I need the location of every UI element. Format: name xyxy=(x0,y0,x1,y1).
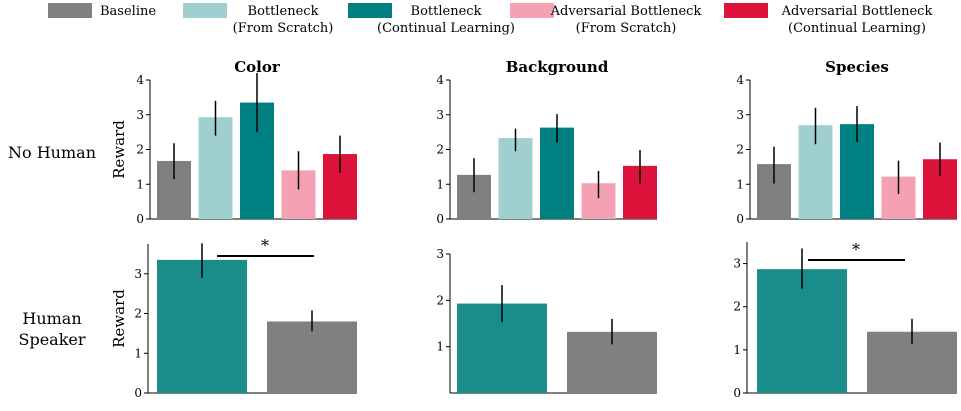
bar xyxy=(498,138,533,219)
row-label-speaker: Speaker xyxy=(18,330,85,349)
y-tick-label: 0 xyxy=(436,212,444,226)
chart-panel: 0 1 2 3 4 Color Reward xyxy=(110,58,357,226)
legend-label: Baseline xyxy=(100,4,156,19)
chart-panel: 1 2 3 xyxy=(436,247,657,394)
row-label-no-human: No Human xyxy=(8,143,96,162)
row-label-human: Human xyxy=(22,309,81,328)
legend-label-line2: (From Scratch) xyxy=(576,21,677,36)
y-tick-label: 4 xyxy=(136,73,144,87)
y-tick-label: 1 xyxy=(136,177,144,191)
y-tick-label: 2 xyxy=(733,300,741,314)
legend-label-line2: (From Scratch) xyxy=(233,21,334,36)
legend-swatch xyxy=(724,3,768,18)
chart-panel: 0 1 2 3 4 Background xyxy=(436,58,657,226)
y-tick-label: 0 xyxy=(736,212,744,226)
chart-title: Background xyxy=(506,58,609,76)
legend-swatch xyxy=(348,3,392,18)
y-tick-label: 4 xyxy=(436,73,444,87)
y-tick-label: 2 xyxy=(134,307,142,321)
bar xyxy=(157,259,247,393)
legend-label: Bottleneck xyxy=(411,4,482,19)
y-tick-label: 3 xyxy=(436,247,444,261)
y-tick-label: 0 xyxy=(136,212,144,226)
chart-panel: 0 1 2 3 Reward * xyxy=(110,236,357,400)
y-axis-label: Reward xyxy=(110,120,128,179)
y-tick-label: 3 xyxy=(134,267,142,281)
bar xyxy=(540,127,574,219)
y-tick-label: 0 xyxy=(733,386,741,400)
chart-title: Color xyxy=(234,58,281,76)
bar xyxy=(757,269,847,393)
significance-star: * xyxy=(852,240,860,259)
bar xyxy=(267,321,357,393)
y-tick-label: 0 xyxy=(134,386,142,400)
y-tick-label: 2 xyxy=(136,143,144,157)
legend-swatch xyxy=(510,3,554,18)
y-tick-label: 3 xyxy=(136,108,144,122)
significance-star: * xyxy=(261,236,269,255)
legend-label-line2: (Continual Learning) xyxy=(788,21,926,36)
y-tick-label: 2 xyxy=(436,143,444,157)
legend: Baseline Bottleneck (From Scratch) Bottlene… xyxy=(48,3,932,36)
chart-panel: 0 1 2 3 4 Species xyxy=(736,58,957,226)
y-tick-label: 4 xyxy=(736,73,744,87)
legend-label: Bottleneck xyxy=(248,4,319,19)
legend-label: Adversarial Bottleneck xyxy=(781,4,933,19)
y-tick-label: 2 xyxy=(436,293,444,307)
y-tick-label: 1 xyxy=(134,346,142,360)
y-axis-label: Reward xyxy=(110,289,128,348)
y-tick-label: 1 xyxy=(436,177,444,191)
y-tick-label: 1 xyxy=(733,343,741,357)
legend-swatch xyxy=(48,3,92,18)
y-tick-label: 3 xyxy=(733,257,741,271)
charts: 0 1 2 3 4 Color Reward 0 1 2 3 4 Background 0 1 2 3 4 Spec… xyxy=(110,58,957,400)
legend-swatch xyxy=(183,3,227,18)
chart-title: Species xyxy=(825,58,889,76)
y-tick-label: 2 xyxy=(736,143,744,157)
y-tick-label: 1 xyxy=(436,340,444,354)
legend-label-line2: (Continual Learning) xyxy=(377,21,515,36)
y-tick-label: 1 xyxy=(736,177,744,191)
chart-panel: 0 1 2 3 * xyxy=(733,240,957,400)
y-tick-label: 3 xyxy=(436,108,444,122)
y-tick-label: 3 xyxy=(736,108,744,122)
legend-label: Adversarial Bottleneck xyxy=(550,4,702,19)
